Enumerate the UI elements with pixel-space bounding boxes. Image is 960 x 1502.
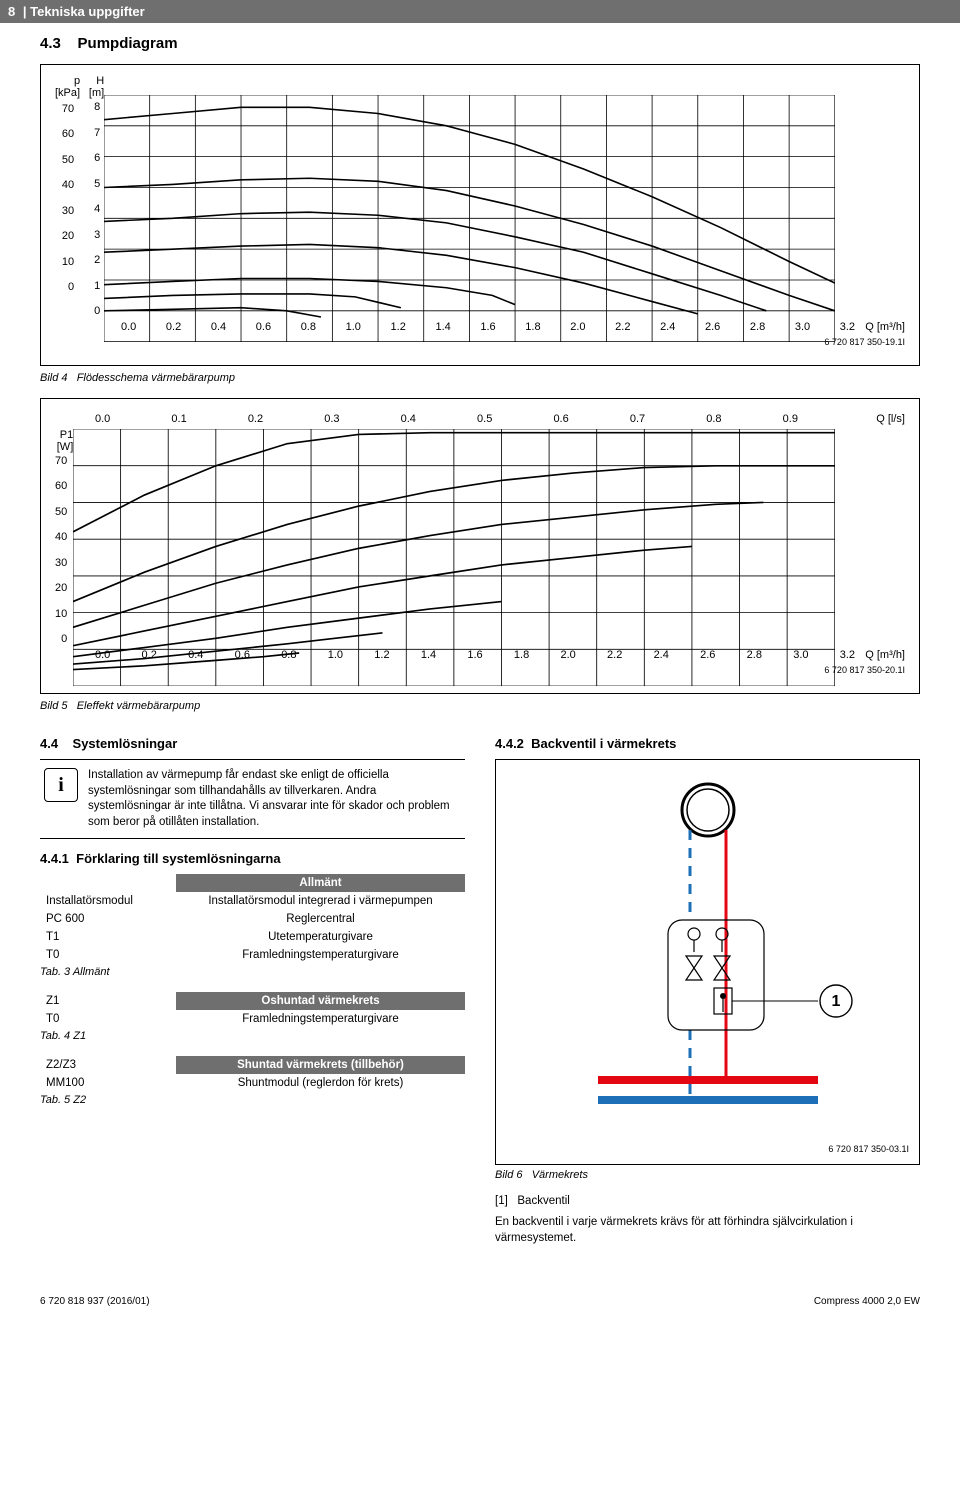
table-allmant: Allmänt InstallatörsmodulInstallatörsmod… xyxy=(40,874,465,964)
footer-right: Compress 4000 2,0 EW xyxy=(814,1296,920,1307)
tab5-r1c1: Shuntmodul (reglerdon för krets) xyxy=(176,1074,465,1092)
chapter-header: 8 | Tekniska uppgifter xyxy=(0,0,960,23)
table-z2: Z2/Z3Shuntad värmekrets (tillbehör) MM10… xyxy=(40,1056,465,1092)
table-z1: Z1Oshuntad värmekrets T0Framledningstemp… xyxy=(40,992,465,1028)
chart1-y2-ticks: 876543210 xyxy=(88,101,104,317)
tab4-head: Oshuntad värmekrets xyxy=(176,992,465,1010)
heating-circuit-diagram: 1 6 720 817 350-03.1I xyxy=(495,759,920,1165)
tab5-caption: Tab. 5 Z2 xyxy=(40,1094,465,1106)
caption-bild5: Bild 5 Eleffekt värmebärarpump xyxy=(40,700,920,712)
section-4-4-2: 4.4.2 Backventil i värmekrets xyxy=(495,736,920,751)
info-icon: i xyxy=(44,768,78,802)
chart2-y-ticks: 706050403020100 xyxy=(55,455,73,645)
diagram-svg: 1 xyxy=(518,770,898,1140)
tab5-head: Shuntad värmekrets (tillbehör) xyxy=(176,1056,465,1074)
chart1-y1-ticks: 706050403020100 xyxy=(55,103,80,293)
power-chart-frame: 0.00.10.20.30.40.50.60.70.80.9 Q [l/s] P… xyxy=(40,398,920,694)
chart1-y2-label: H [m] xyxy=(88,75,104,99)
backventil-paragraph: En backventil i varje värmekrets krävs f… xyxy=(495,1215,920,1246)
tab4-r1c0: T0 xyxy=(40,1010,176,1028)
chapter-number: 8 xyxy=(8,4,15,19)
chart1-x-unit: Q [m³/h] xyxy=(865,321,905,333)
legend-bild6: [1] Backventil xyxy=(495,1195,920,1207)
chart2-plot xyxy=(73,429,835,686)
chart2-x2-unit: Q [l/s] xyxy=(876,413,905,425)
caption-bild6: Bild 6 Värmekrets xyxy=(495,1169,920,1181)
tab5-r0c0: Z2/Z3 xyxy=(40,1056,176,1074)
chart2-y-label: P1 [W] xyxy=(55,429,73,453)
tab4-r0c0: Z1 xyxy=(40,992,176,1010)
section-4-4: 4.4 Systemlösningar xyxy=(40,736,465,751)
tab3-head: Allmänt xyxy=(176,874,465,892)
chart1-y1-label: p [kPa] xyxy=(55,75,80,99)
chart2-x-unit: Q [m³/h] xyxy=(865,649,905,661)
tab4-caption: Tab. 4 Z1 xyxy=(40,1030,465,1042)
tab3-caption: Tab. 3 Allmänt xyxy=(40,966,465,978)
tab4-r1c1: Framledningstemperaturgivare xyxy=(176,1010,465,1028)
chart2-x2-ticks: 0.00.10.20.30.40.50.60.70.80.9 xyxy=(95,413,798,425)
page-footer: 6 720 818 937 (2016/01) Compress 4000 2,… xyxy=(0,1296,960,1307)
section-4-3: 4.3 Pumpdiagram xyxy=(40,35,920,52)
tab5-r1c0: MM100 xyxy=(40,1074,176,1092)
svg-text:1: 1 xyxy=(831,993,840,1010)
info-box: i Installation av värmepump får endast s… xyxy=(40,759,465,839)
section-4-4-1: 4.4.1 Förklaring till systemlösningarna xyxy=(40,851,465,866)
chart1-plot xyxy=(104,95,835,342)
caption-bild4: Bild 4 Flödesschema värmebärarpump xyxy=(40,372,920,384)
chapter-title: Tekniska uppgifter xyxy=(30,4,145,19)
pump-chart-frame: p [kPa] 706050403020100 H [m] 876543210 … xyxy=(40,64,920,366)
footer-left: 6 720 818 937 (2016/01) xyxy=(40,1296,150,1307)
info-text: Installation av värmepump får endast ske… xyxy=(88,768,461,830)
diagram-docref: 6 720 817 350-03.1I xyxy=(506,1144,909,1154)
